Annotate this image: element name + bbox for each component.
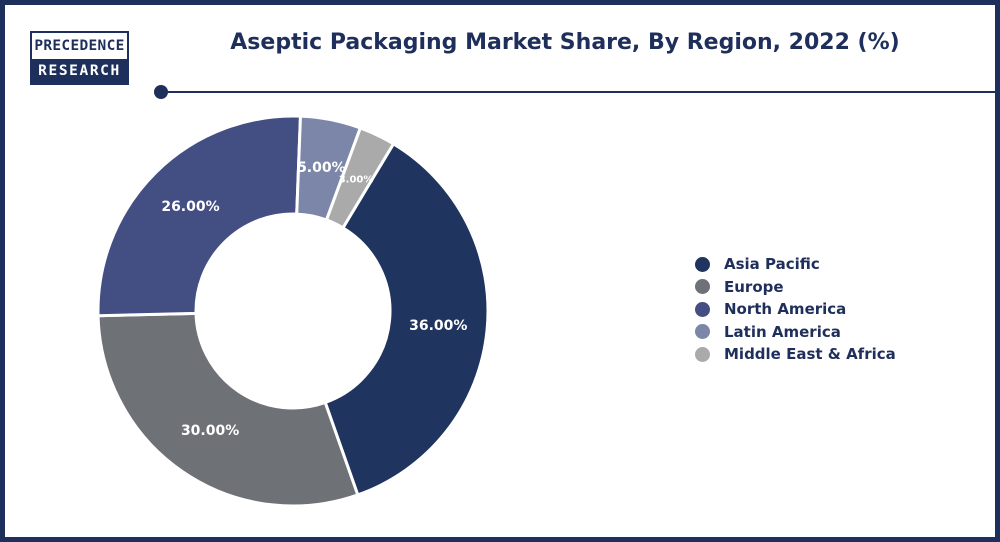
legend-item-middle-east-africa: Middle East & Africa bbox=[695, 343, 985, 366]
legend-label: Europe bbox=[724, 277, 784, 296]
slice-label-middle-east-africa: 3.00% bbox=[339, 174, 374, 185]
donut-slice-europe bbox=[96, 311, 360, 508]
logo-text-bottom: RESEARCH bbox=[32, 59, 127, 83]
donut-slice-asia-pacific bbox=[323, 141, 490, 497]
title-rule-line bbox=[160, 91, 998, 93]
logo-text-top: PRECEDENCE bbox=[32, 33, 127, 59]
slice-label-latin-america: 5.00% bbox=[297, 160, 346, 176]
slice-label-asia-pacific: 36.00% bbox=[409, 318, 467, 334]
slice-label-europe: 30.00% bbox=[181, 423, 239, 439]
legend-swatch bbox=[695, 324, 710, 340]
legend-swatch bbox=[695, 279, 710, 295]
donut-slice-middle-east-africa bbox=[324, 126, 396, 230]
legend-label: Latin America bbox=[724, 322, 841, 341]
legend-swatch bbox=[695, 346, 710, 362]
legend-swatch bbox=[695, 256, 710, 272]
donut-slice-north-america bbox=[96, 114, 303, 318]
legend-item-latin-america: Latin America bbox=[695, 321, 985, 344]
legend-item-north-america: North America bbox=[695, 298, 985, 321]
legend-label: Asia Pacific bbox=[724, 255, 820, 274]
legend-item-europe: Europe bbox=[695, 276, 985, 299]
chart-legend: Asia Pacific Europe North America Latin Ame… bbox=[695, 253, 985, 366]
legend-item-asia-pacific: Asia Pacific bbox=[695, 253, 985, 276]
slice-label-north-america: 26.00% bbox=[161, 199, 219, 215]
legend-label: North America bbox=[724, 300, 847, 319]
precedence-research-logo: PRECEDENCE RESEARCH bbox=[30, 31, 129, 85]
legend-swatch bbox=[695, 301, 710, 317]
legend-label: Middle East & Africa bbox=[724, 345, 896, 364]
chart-title: Aseptic Packaging Market Share, By Regio… bbox=[230, 30, 900, 55]
